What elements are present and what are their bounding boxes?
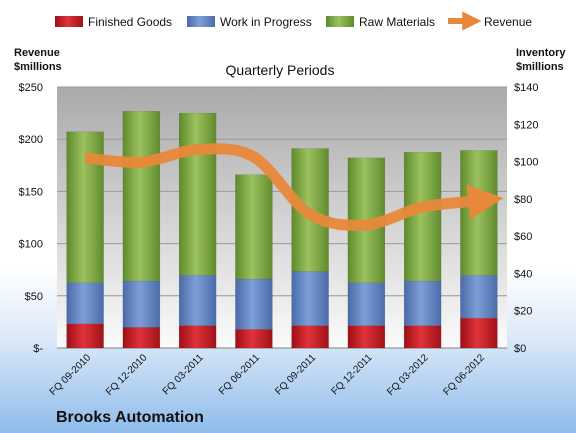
legend-swatch-finished-goods xyxy=(55,16,83,27)
bar-raw-materials xyxy=(122,110,161,282)
bar-finished-goods xyxy=(291,325,329,349)
category-labels: FQ 09-2010 FQ 12-2010 FQ 03-2011 FQ 06-2011… xyxy=(48,352,488,398)
bar-work-in-progress xyxy=(460,275,498,319)
company-name: Brooks Automation xyxy=(56,409,204,426)
left-tick-label: $200 xyxy=(19,134,43,146)
bar-raw-materials xyxy=(178,112,217,276)
category-label: FQ 03-2011 xyxy=(161,352,206,397)
bar-work-in-progress xyxy=(291,271,329,326)
right-axis-title-line1: Inventory xyxy=(516,47,566,59)
left-axis-ticks: $- $50 $100 $150 $200 $250 xyxy=(19,82,44,355)
bar-finished-goods xyxy=(235,329,273,349)
right-axis-title-line2: $millions xyxy=(516,61,564,73)
revenue-line-path xyxy=(84,143,504,231)
legend-label-work-in-progress: Work in Progress xyxy=(220,15,312,29)
right-tick-label: $40 xyxy=(514,268,532,280)
category-label: FQ 03-2012 xyxy=(385,352,431,398)
bar-finished-goods xyxy=(66,323,104,349)
bar-finished-goods xyxy=(178,325,217,349)
bar-work-in-progress xyxy=(403,280,442,326)
category-label: FQ 06-2011 xyxy=(217,352,262,397)
left-tick-label: $250 xyxy=(19,82,43,94)
legend-label-raw-materials: Raw Materials xyxy=(359,15,435,29)
legend-swatch-raw-materials xyxy=(326,16,354,27)
category-label: FQ 12-2010 xyxy=(104,352,150,398)
left-axis-title-line1: Revenue xyxy=(14,47,60,59)
right-tick-label: $20 xyxy=(514,306,532,318)
bar-raw-materials xyxy=(235,174,273,280)
revenue-line xyxy=(84,143,504,231)
bar-finished-goods xyxy=(403,325,442,349)
bar-work-in-progress xyxy=(235,278,273,330)
category-label: FQ 09-2010 xyxy=(48,352,94,398)
right-tick-label: $60 xyxy=(514,231,532,243)
legend-item-revenue: Revenue xyxy=(448,11,532,31)
bar-finished-goods xyxy=(347,325,386,349)
bar-raw-materials xyxy=(460,150,498,276)
right-tick-label: $100 xyxy=(514,157,538,169)
left-tick-label: $100 xyxy=(19,239,43,251)
right-tick-label: $140 xyxy=(514,82,538,94)
chart-title: Quarterly Periods xyxy=(226,62,335,78)
left-tick-label: $150 xyxy=(19,186,43,198)
legend-label-finished-goods: Finished Goods xyxy=(88,15,172,29)
bar-work-in-progress xyxy=(66,282,104,325)
right-tick-label: $80 xyxy=(514,194,532,206)
legend-item-work-in-progress: Work in Progress xyxy=(187,15,312,29)
legend-item-finished-goods: Finished Goods xyxy=(55,15,172,29)
category-label: FQ 12-2011 xyxy=(330,352,375,397)
bar-work-in-progress xyxy=(347,282,386,326)
bar-finished-goods xyxy=(460,317,498,349)
left-tick-label: $- xyxy=(33,343,43,355)
category-label: FQ 06-2012 xyxy=(441,352,487,398)
legend-item-raw-materials: Raw Materials xyxy=(326,15,435,29)
legend-swatch-work-in-progress xyxy=(187,16,215,27)
right-axis-ticks: $0 $20 $40 $60 $80 $100 $120 $140 xyxy=(514,82,538,355)
right-tick-label: $0 xyxy=(514,343,526,355)
bar-finished-goods xyxy=(122,327,161,349)
legend: Finished Goods Work in Progress Raw Mate… xyxy=(55,11,532,31)
left-tick-label: $50 xyxy=(25,291,43,303)
right-tick-label: $120 xyxy=(514,119,538,131)
bar-work-in-progress xyxy=(122,280,161,328)
bar-work-in-progress xyxy=(178,275,217,326)
category-label: FQ 09-2011 xyxy=(273,352,318,397)
left-axis-title-line2: $millions xyxy=(14,61,62,73)
legend-label-revenue: Revenue xyxy=(484,15,532,29)
